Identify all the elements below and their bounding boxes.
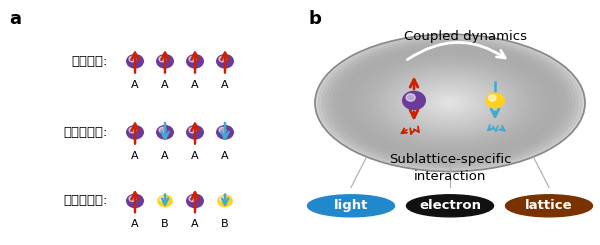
Ellipse shape [505,195,593,217]
Ellipse shape [437,96,464,110]
Ellipse shape [315,34,585,172]
Text: A: A [161,80,169,90]
Text: A: A [131,151,139,161]
Ellipse shape [427,91,473,115]
Ellipse shape [325,39,575,166]
Circle shape [160,196,166,201]
Text: B: B [221,219,229,229]
Ellipse shape [308,195,395,217]
Ellipse shape [396,75,504,130]
Circle shape [129,196,136,201]
Ellipse shape [406,81,494,125]
Ellipse shape [342,48,558,158]
Text: A: A [191,151,199,161]
Ellipse shape [349,51,551,154]
Ellipse shape [407,195,493,217]
Circle shape [216,54,234,69]
Ellipse shape [416,86,484,120]
Ellipse shape [329,41,571,165]
Ellipse shape [389,72,511,134]
Circle shape [219,127,226,133]
FancyArrowPatch shape [407,42,505,60]
Circle shape [189,196,196,201]
Circle shape [129,127,136,133]
Text: 반강자성체:: 반강자성체: [64,126,108,139]
Circle shape [186,194,204,208]
Ellipse shape [315,34,585,172]
Ellipse shape [430,93,470,113]
Ellipse shape [379,67,521,139]
Ellipse shape [433,94,467,111]
Circle shape [159,127,166,133]
Ellipse shape [413,84,487,122]
Ellipse shape [386,70,514,135]
Ellipse shape [369,62,531,144]
Ellipse shape [359,57,541,149]
Ellipse shape [319,36,581,170]
Ellipse shape [443,99,457,106]
Circle shape [402,91,426,110]
Text: B: B [161,219,169,229]
Ellipse shape [332,43,568,163]
Ellipse shape [383,69,517,137]
Ellipse shape [352,53,548,153]
Text: light: light [334,199,368,212]
Ellipse shape [419,87,481,118]
Circle shape [406,94,415,101]
Circle shape [186,54,204,69]
Ellipse shape [376,65,524,141]
Ellipse shape [446,101,454,105]
Ellipse shape [322,38,578,168]
Text: lattice: lattice [525,199,573,212]
Text: 강자성체:: 강자성체: [71,55,108,68]
Ellipse shape [355,55,545,151]
Circle shape [219,56,226,62]
Text: A: A [161,151,169,161]
Text: a: a [9,10,21,28]
Circle shape [126,125,144,140]
Ellipse shape [346,50,554,156]
Circle shape [156,125,174,140]
Text: A: A [191,80,199,90]
Ellipse shape [440,98,460,108]
Ellipse shape [365,60,535,146]
Text: 준강자성체:: 준강자성체: [64,194,108,208]
Ellipse shape [403,79,497,127]
Circle shape [485,92,505,109]
Ellipse shape [335,45,565,161]
Text: Sublattice-specific
interaction: Sublattice-specific interaction [389,153,511,183]
Circle shape [126,194,144,208]
Circle shape [217,195,233,207]
Circle shape [157,195,173,207]
Ellipse shape [362,58,538,147]
Circle shape [189,127,196,133]
Ellipse shape [373,63,527,142]
Text: A: A [191,219,199,229]
Circle shape [129,56,136,62]
Ellipse shape [400,77,500,129]
Ellipse shape [423,89,477,117]
Text: A: A [221,151,229,161]
Ellipse shape [392,74,508,132]
Circle shape [126,54,144,69]
Circle shape [220,196,226,201]
Circle shape [488,95,496,101]
Circle shape [186,125,204,140]
Circle shape [189,56,196,62]
Text: A: A [131,80,139,90]
Ellipse shape [338,46,562,159]
Text: electron: electron [419,199,481,212]
Text: b: b [309,10,322,28]
Circle shape [216,125,234,140]
Text: A: A [131,219,139,229]
Ellipse shape [409,82,491,123]
Text: A: A [221,80,229,90]
Circle shape [156,54,174,69]
Circle shape [159,56,166,62]
Text: Coupled dynamics: Coupled dynamics [404,30,527,43]
